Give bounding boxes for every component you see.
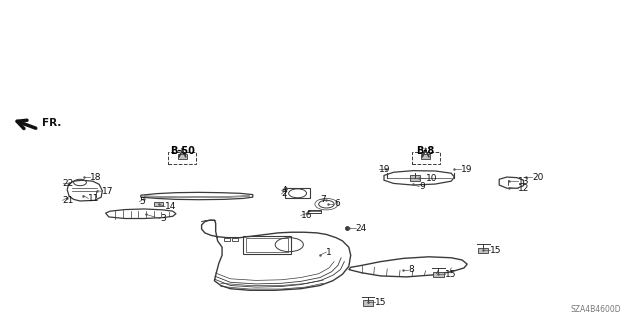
Text: 10: 10 [426, 174, 437, 182]
Text: B-50: B-50 [170, 146, 195, 156]
Bar [232, 238, 238, 241]
Bar [285, 188, 310, 198]
Text: 8: 8 [408, 265, 414, 274]
Text: 3: 3 [160, 214, 166, 223]
Text: 6: 6 [334, 199, 340, 208]
Text: 1: 1 [326, 248, 332, 256]
Text: 2: 2 [282, 189, 287, 198]
Bar [168, 152, 196, 164]
Text: 20: 20 [532, 173, 544, 182]
Bar [178, 154, 187, 159]
Bar [433, 272, 444, 277]
Bar [363, 300, 373, 306]
Text: 13: 13 [518, 177, 530, 186]
Bar [421, 154, 430, 159]
Text: 15: 15 [375, 298, 387, 307]
Text: 19: 19 [461, 165, 472, 174]
Text: 9: 9 [419, 182, 425, 191]
Bar [224, 238, 230, 241]
Text: 22: 22 [63, 179, 74, 188]
Text: 15: 15 [490, 246, 501, 255]
Text: 7: 7 [320, 195, 326, 204]
Bar [410, 175, 420, 181]
Text: 24: 24 [356, 224, 367, 233]
Text: 16: 16 [301, 211, 312, 220]
Text: 17: 17 [102, 187, 114, 196]
Bar [154, 202, 163, 206]
Text: 5: 5 [140, 197, 145, 206]
Text: SZA4B4600D: SZA4B4600D [570, 305, 621, 314]
Text: 21: 21 [63, 196, 74, 205]
Text: 11: 11 [88, 194, 100, 203]
Text: 12: 12 [518, 184, 530, 193]
Text: 15: 15 [445, 270, 457, 279]
Bar [308, 210, 321, 213]
Text: 14: 14 [165, 202, 177, 211]
Bar [243, 236, 291, 254]
Text: 18: 18 [90, 173, 101, 182]
Text: FR.: FR. [42, 118, 61, 128]
Bar [478, 248, 488, 253]
Text: 19: 19 [379, 165, 390, 174]
Text: B-8: B-8 [417, 146, 435, 156]
Bar [246, 238, 288, 252]
Bar [412, 152, 440, 164]
Text: 4: 4 [282, 186, 287, 195]
